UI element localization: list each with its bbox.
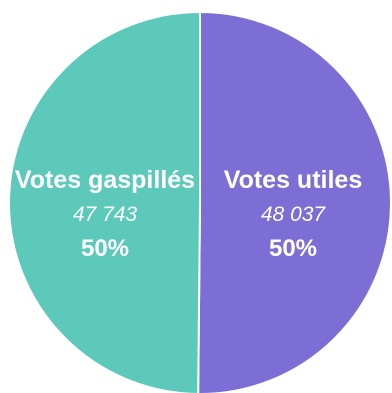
pie-labels: Votes gaspillés 47 743 50% Votes utiles … <box>15 166 362 262</box>
pie-slices <box>8 10 392 393</box>
slice-value-votes-gaspilles: 47 743 <box>73 203 138 226</box>
slice-value-votes-utiles: 48 037 <box>261 203 327 226</box>
slice-percent-votes-gaspilles: 50% <box>81 235 129 262</box>
pie-slice-votes-gaspilles <box>8 10 201 393</box>
slice-label-votes-gaspilles: Votes gaspillés <box>15 166 195 194</box>
slice-percent-votes-utiles: 50% <box>269 235 317 262</box>
slice-label-votes-utiles: Votes utiles <box>224 166 362 194</box>
pie-slice-votes-utiles <box>197 10 392 393</box>
